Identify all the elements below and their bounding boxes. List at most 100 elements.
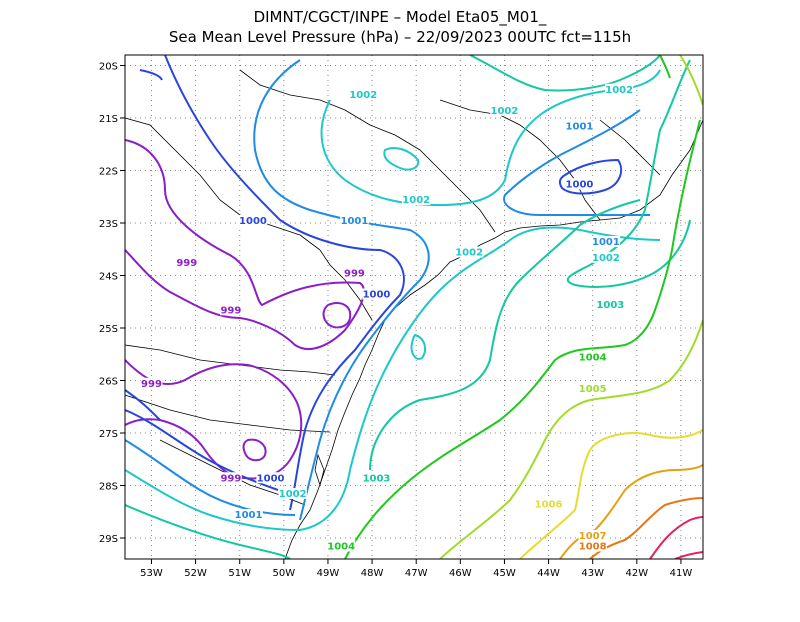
contour-label-bg — [534, 498, 563, 510]
x-tick-label: 53W — [140, 568, 163, 579]
contour-label: 1008 — [579, 542, 607, 553]
x-tick-label: 50W — [273, 568, 296, 579]
contour-label: 1004 — [579, 353, 607, 364]
contour-label-bg — [238, 215, 268, 226]
contour-label: 999 — [344, 269, 365, 280]
contour-label: 1000 — [239, 216, 267, 227]
contour-1002-coast — [349, 226, 661, 471]
contour-label-bg — [591, 236, 621, 247]
contour-999-north — [125, 139, 365, 350]
contour-1003-top — [469, 55, 661, 92]
y-tick-label: 20S — [99, 62, 118, 73]
contour-999-south — [125, 359, 303, 480]
contour-1002-west — [125, 469, 351, 532]
y-tick-label: 21S — [99, 114, 118, 125]
contour-label: 1002 — [402, 195, 430, 206]
contour-label-bg — [490, 104, 519, 116]
state-border-6 — [239, 69, 371, 126]
contour-labels: 1002 1002 1002 1001 1000 1001 1002 1003 1002 1002… — [140, 83, 634, 553]
title-line-1: DIMNT/CGCT/INPE – Model Eta05_M01_ — [254, 8, 547, 27]
contour-label-bg — [140, 377, 163, 389]
contour-label-bg — [454, 246, 484, 258]
y-tick-label: 23S — [99, 219, 118, 230]
contour-label: 1002 — [349, 90, 377, 101]
contour-1006 — [519, 429, 703, 559]
x-tick-label: 51W — [228, 568, 251, 579]
contour-label-bg — [362, 288, 391, 300]
contour-label-bg — [578, 351, 607, 363]
contour-label-bg — [278, 488, 307, 499]
contour-label: 1001 — [235, 510, 263, 521]
contour-1002-blob — [383, 147, 420, 171]
y-tick-label: 28S — [99, 482, 118, 493]
contour-1005 — [439, 319, 703, 559]
contour-label-bg — [578, 530, 607, 541]
contour-label: 1001 — [341, 216, 369, 227]
x-tick-label: 44W — [537, 568, 560, 579]
contour-label-bg — [565, 120, 594, 132]
x-tick-label: 49W — [317, 568, 340, 579]
contour-label: 999 — [220, 473, 241, 484]
contour-1000-west — [125, 389, 279, 491]
x-tick-label: 47W — [405, 568, 428, 579]
contour-1004 — [344, 119, 701, 559]
contour-label-bg — [565, 178, 594, 190]
contour-1001-main — [253, 59, 430, 521]
contour-label-bg — [219, 304, 242, 316]
contour-1005-ne — [679, 55, 703, 106]
y-tick-label: 25S — [99, 324, 118, 335]
contour-1000-east — [558, 158, 623, 195]
contour-label: 1007 — [579, 531, 607, 542]
contour-1000-main — [164, 55, 405, 511]
contour-1003-west — [125, 504, 291, 559]
contour-label-bg — [340, 215, 369, 226]
contour-label-bg — [604, 83, 634, 95]
x-tick-label: 48W — [361, 568, 384, 579]
contour-label-bg — [362, 472, 391, 484]
contour-label: 1000 — [566, 179, 594, 190]
contour-1001-east — [503, 109, 650, 216]
state-border-1 — [125, 117, 321, 251]
contour-1000-nw — [139, 69, 163, 81]
coastline — [284, 119, 703, 559]
x-tick-label: 46W — [449, 568, 472, 579]
contour-1003-main — [369, 199, 641, 471]
contour-label: 1000 — [363, 290, 391, 301]
x-tick-label: 41W — [670, 568, 693, 579]
y-tick-label: 24S — [99, 272, 118, 283]
x-tick-label: 45W — [493, 568, 516, 579]
lagoon — [314, 453, 325, 487]
y-tick-label: 29S — [99, 534, 118, 545]
contour-label-bg — [591, 251, 621, 263]
y-tick-label: 22S — [99, 167, 118, 178]
contour-1010 — [649, 516, 703, 559]
contour-label: 999 — [141, 379, 162, 390]
contour-label-bg — [219, 472, 242, 484]
y-tick-label: 26S — [99, 377, 118, 388]
contour-label: 1003 — [596, 300, 624, 311]
contour-label-bg — [349, 89, 378, 100]
contour-999-small — [242, 438, 267, 462]
contour-999-blob — [322, 302, 352, 329]
contour-label-bg — [402, 194, 431, 205]
plot-frame — [124, 54, 704, 560]
contour-label: 1005 — [579, 384, 607, 395]
title-line-2: Sea Mean Level Pressure (hPa) – 22/09/20… — [169, 28, 631, 46]
contour-label: 999 — [176, 258, 197, 269]
contour-label-bg — [596, 299, 625, 310]
contour-label: 1003 — [363, 473, 391, 484]
contour-label: 1002 — [491, 106, 519, 117]
contour-1002-loop — [410, 333, 427, 360]
axis-ticks: 53W 52W 51W 50W 49W 48W 47W 46W 45W 44W 43W 42W 41W 2… — [99, 62, 692, 580]
contour-label: 1002 — [592, 253, 620, 264]
contour-label-bg — [256, 472, 285, 484]
contour-label: 1004 — [327, 542, 355, 553]
contour-label: 999 — [220, 305, 241, 316]
contour-1004-ne — [659, 55, 671, 79]
x-tick-label: 52W — [184, 568, 207, 579]
contour-label: 1001 — [566, 122, 594, 133]
contour-label: 1001 — [592, 237, 620, 248]
x-tick-label: 42W — [626, 568, 649, 579]
state-border-2 — [319, 249, 373, 321]
